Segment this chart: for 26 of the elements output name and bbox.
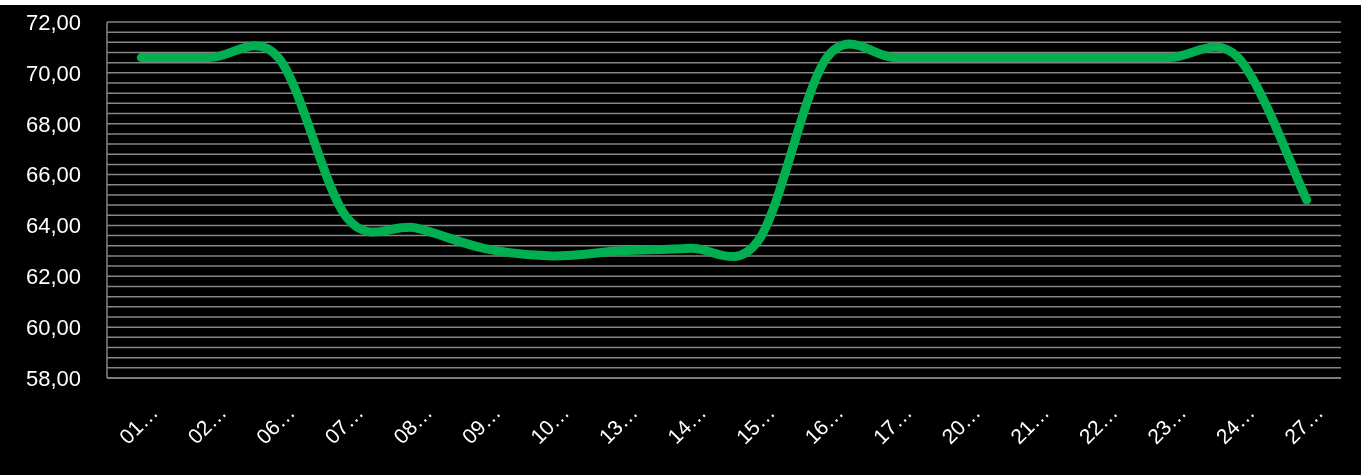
y-tick-label: 68,00 <box>25 111 81 137</box>
x-tick-label: 23… <box>1142 400 1191 449</box>
y-tick-label: 64,00 <box>25 213 81 239</box>
x-tick-label: 14… <box>662 400 711 449</box>
x-tick-label: 01… <box>114 400 163 449</box>
x-tick-label: 17… <box>868 400 917 449</box>
y-tick-label: 58,00 <box>25 365 81 391</box>
x-tick-label: 22… <box>1074 400 1122 449</box>
x-tick-label: 24… <box>1211 400 1259 449</box>
y-tick-label: 66,00 <box>25 162 81 188</box>
x-tick-label: 20… <box>937 400 985 449</box>
x-tick-label: 09… <box>457 400 505 449</box>
x-tick-label: 27… <box>1279 400 1328 449</box>
x-tick-label: 02… <box>183 400 231 449</box>
x-tick-label: 06… <box>251 400 300 449</box>
x-tick-label: 15… <box>731 400 780 449</box>
x-tick-label: 21… <box>1005 400 1054 449</box>
y-tick-label: 60,00 <box>25 314 81 340</box>
x-tick-label: 10… <box>525 400 574 449</box>
x-tick-label: 13… <box>594 400 642 449</box>
x-tick-label: 08… <box>388 400 437 449</box>
y-tick-label: 70,00 <box>25 60 81 86</box>
y-tick-label: 72,00 <box>25 9 81 35</box>
x-tick-label: 16… <box>800 400 848 449</box>
x-tick-label: 07… <box>320 400 368 449</box>
y-tick-label: 62,00 <box>25 264 81 290</box>
